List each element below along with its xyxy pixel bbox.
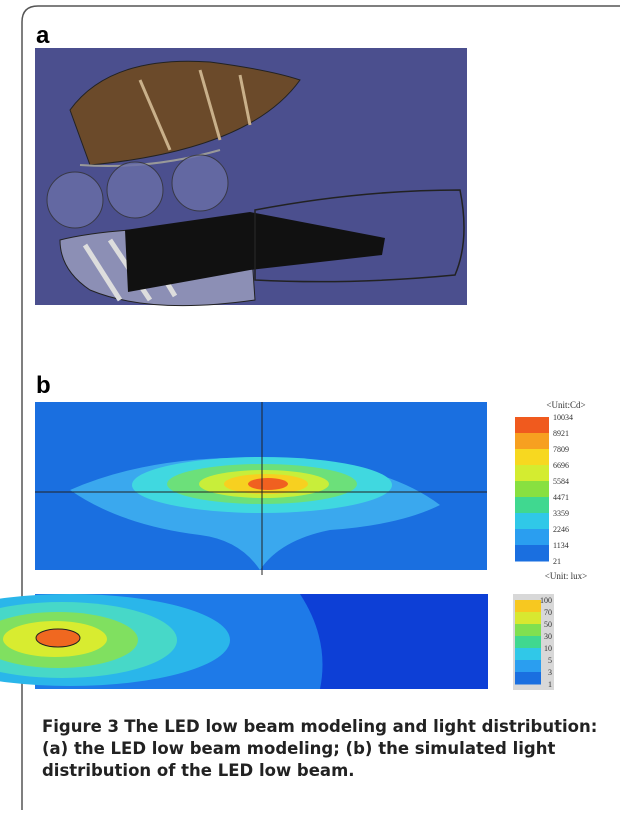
colorbar-label: 5 [548, 656, 552, 665]
page: a b <Unit:Cd> 10034 8921 7809 6696 5584 4471 3… [0, 0, 627, 819]
colorbar-label: 3359 [553, 509, 569, 518]
colorbar-label: 5584 [553, 477, 569, 486]
caption-text: The LED low beam modeling and light dist… [42, 717, 597, 780]
colorbar-label: 1134 [553, 541, 569, 550]
colorbar-label: 8921 [553, 429, 569, 438]
caption-label: Figure 3 [42, 717, 119, 736]
figure-caption: Figure 3 The LED low beam modeling and l… [42, 716, 602, 782]
headlamp-model-image [35, 48, 467, 306]
panel-label: b [36, 372, 51, 399]
legend-unit: <Unit:Cd> [546, 400, 585, 410]
colorbar-swatch [515, 449, 549, 466]
colorbar-label: 6696 [553, 461, 569, 470]
colorbar-swatch [515, 497, 549, 514]
colorbar-label: 70 [544, 608, 552, 617]
colorbar-label: 7809 [553, 445, 569, 454]
colorbar-label: 30 [544, 632, 552, 641]
colorbar-label: 10034 [553, 413, 573, 422]
colorbar-swatch [515, 417, 549, 434]
colorbar-swatch [515, 465, 549, 482]
colorbar-swatch [515, 545, 549, 562]
colorbar: 100 70 50 30 10 5 3 1 [513, 594, 554, 690]
figure: a b <Unit:Cd> 10034 8921 7809 6696 5584 4471 3… [0, 0, 627, 819]
panel-label: a [36, 22, 50, 49]
colorbar-label: 10 [544, 644, 552, 653]
colorbar-swatch [515, 648, 541, 661]
colorbar-label: 1 [548, 680, 552, 689]
legend-unit: <Unit: lux> [545, 571, 587, 581]
colorbar-swatch [515, 672, 541, 685]
colorbar-label: 4471 [553, 493, 569, 502]
colorbar-label: 100 [540, 596, 552, 605]
colorbar-label: 3 [548, 668, 552, 677]
colorbar-label: 2246 [553, 525, 569, 534]
colorbar-swatch [515, 433, 549, 450]
intensity-map [35, 402, 487, 575]
colorbar-swatch [515, 636, 541, 649]
colorbar-swatch [515, 660, 541, 673]
colorbar-swatch [515, 612, 541, 625]
colorbar-swatch [515, 624, 541, 637]
colorbar-swatch [515, 481, 549, 498]
colorbar-swatch [515, 513, 549, 530]
colorbar-label: 50 [544, 620, 552, 629]
colorbar-swatch [515, 529, 549, 546]
colorbar-swatch [515, 600, 541, 613]
illuminance-map [0, 594, 488, 689]
colorbar-label: 21 [553, 557, 561, 566]
colorbar: 10034 8921 7809 6696 5584 4471 3359 2246 1134 21 [515, 413, 573, 566]
